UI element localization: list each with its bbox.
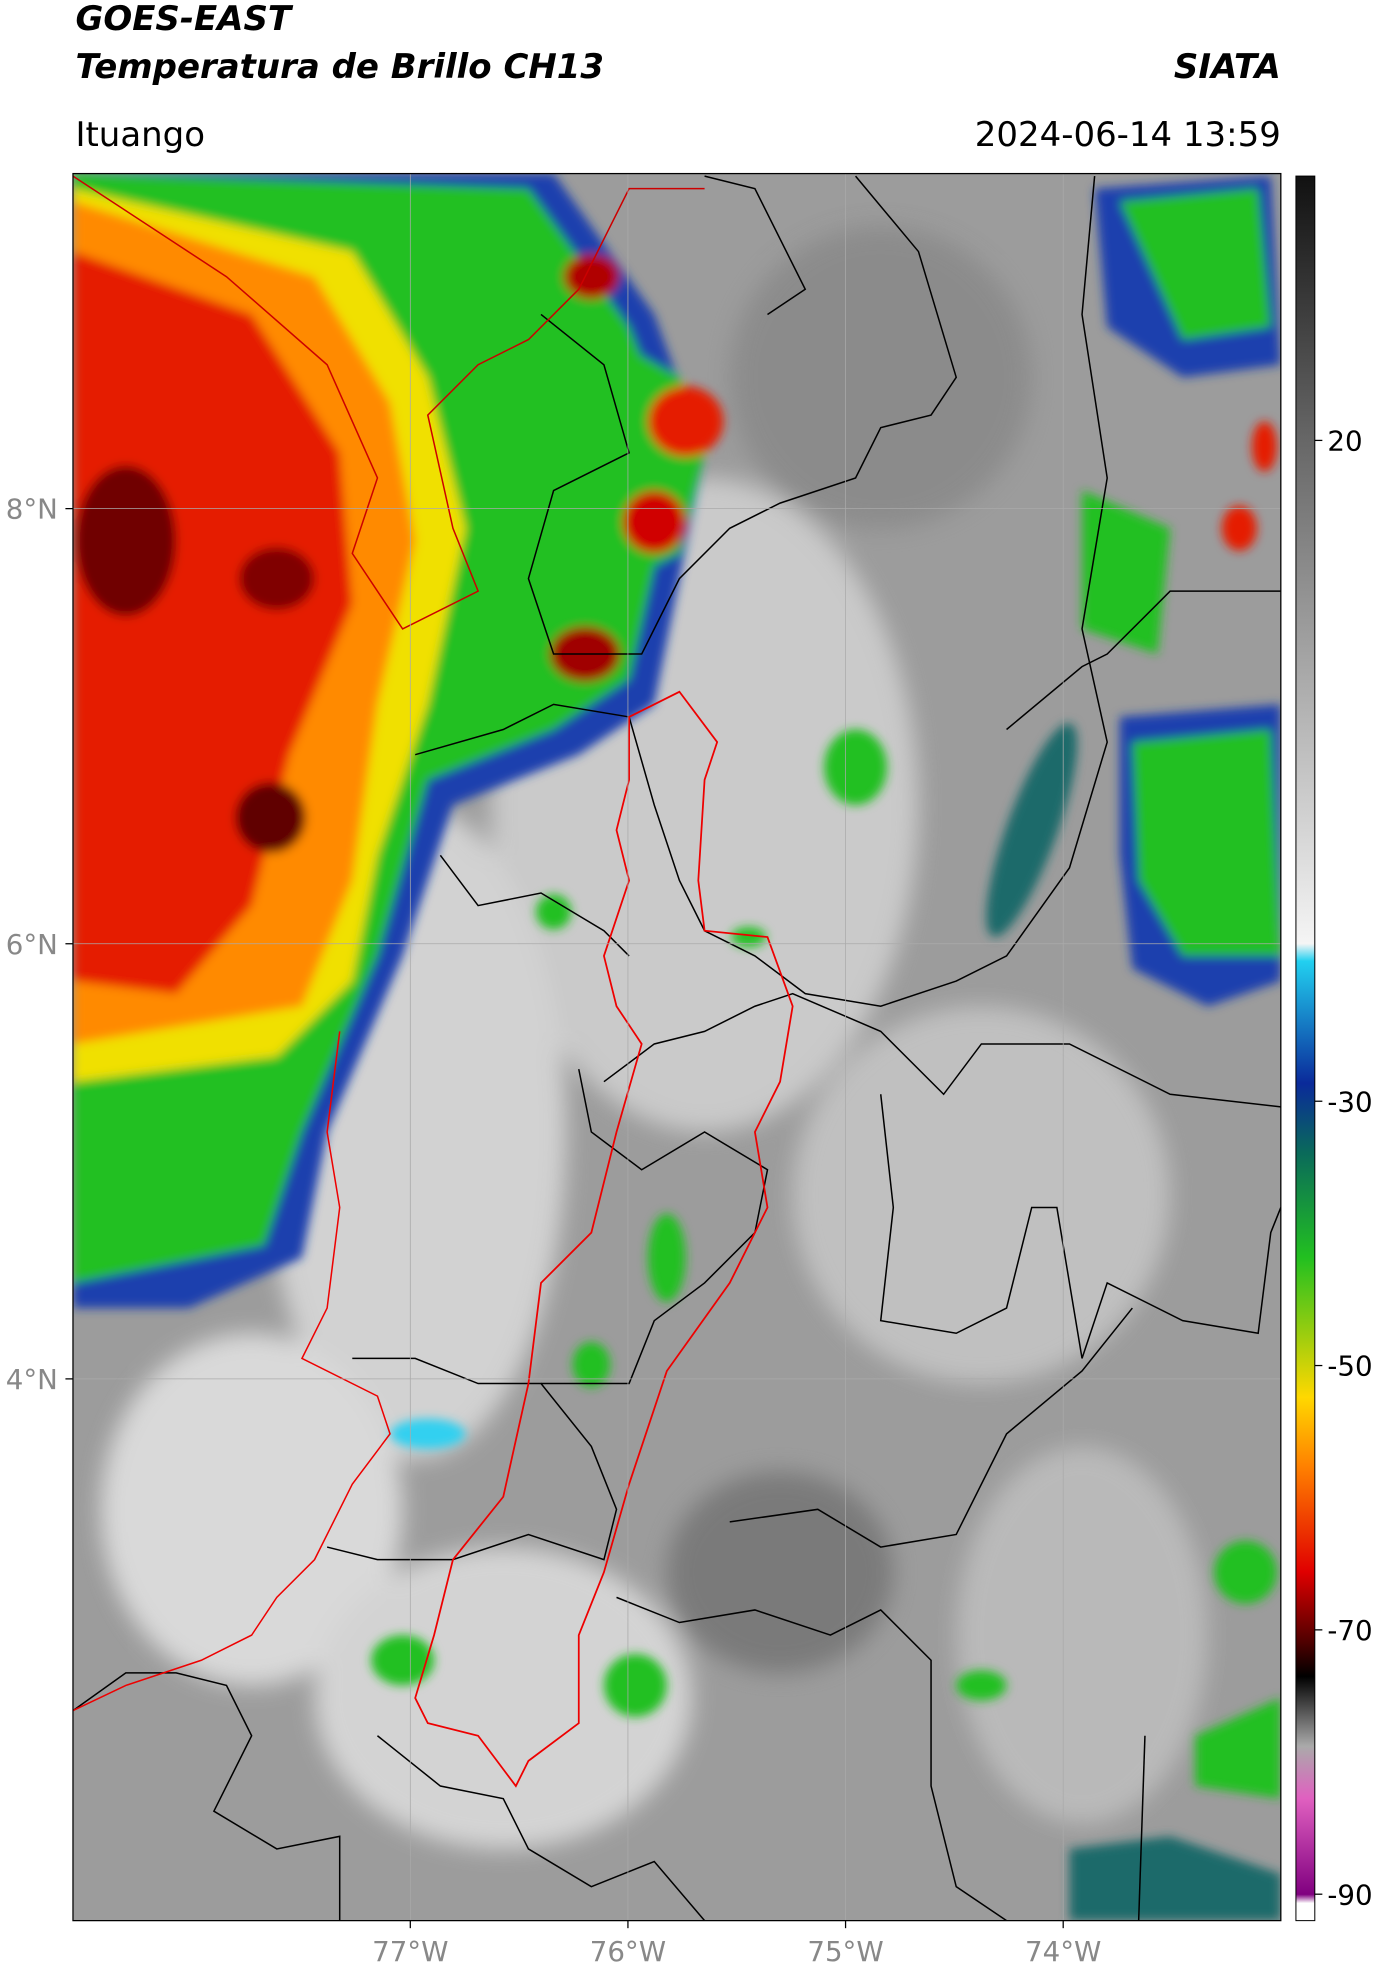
location: Ituango (75, 115, 205, 155)
colorbar-label: 20 (1327, 424, 1362, 457)
subtitle: Temperatura de Brillo CH13 (75, 47, 604, 87)
satellite-image (72, 173, 1281, 1921)
lon-label: 76°W (590, 1935, 666, 1968)
colorbar-label: -30 (1327, 1085, 1372, 1118)
source: SIATA (1174, 47, 1281, 87)
graticule (72, 173, 1281, 1921)
lon-label: 75°W (807, 1935, 883, 1968)
map-frame (72, 172, 1282, 1922)
lat-label: 8°N (6, 493, 58, 526)
colorbar-label: -70 (1327, 1614, 1372, 1647)
lat-label: 4°N (6, 1363, 58, 1396)
colorbar-label: -50 (1327, 1350, 1372, 1383)
datetime: 2024-06-14 13:59 (975, 115, 1281, 155)
lat-label: 6°N (6, 928, 58, 961)
colorbar-label: -90 (1327, 1878, 1372, 1911)
colorbar (1295, 175, 1316, 1922)
lon-label: 74°W (1025, 1935, 1101, 1968)
lon-label: 77°W (372, 1935, 448, 1968)
title: GOES-EAST (75, 0, 293, 39)
